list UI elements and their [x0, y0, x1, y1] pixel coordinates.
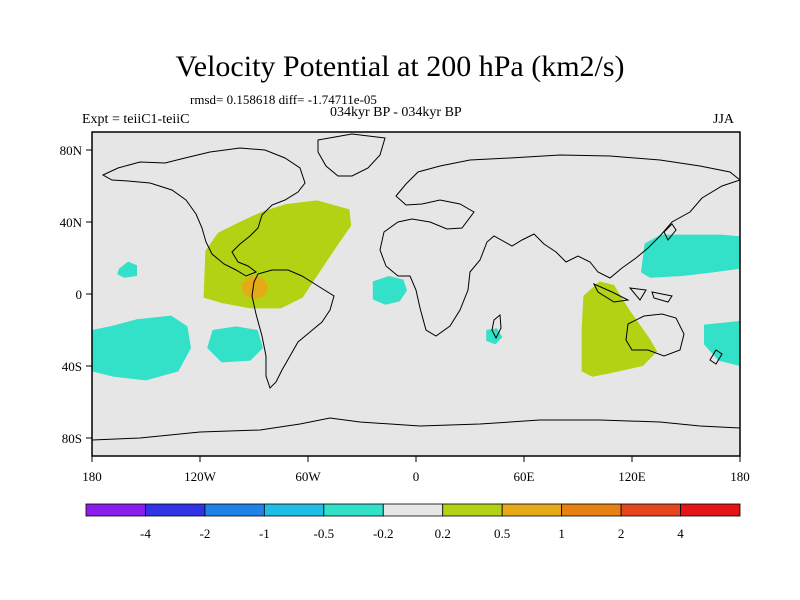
y-tick-label: 40S [62, 359, 82, 374]
chart-subtitle: 034kyr BP - 034kyr BP [330, 105, 462, 120]
y-tick-label: 0 [76, 287, 83, 302]
colorbar-label: -4 [140, 526, 151, 541]
colorbar-swatch [204, 503, 265, 517]
colorbar: -4 -2 -1 -0.5 -0.2 0.2 0.5 1 2 4 [85, 503, 741, 541]
colorbar-label: 0.2 [435, 526, 451, 541]
y-tick-label: 80N [60, 143, 83, 158]
x-tick-label: 180 [730, 469, 750, 484]
colorbar-swatch [263, 503, 325, 517]
season-label: JJA [713, 112, 735, 127]
colorbar-label: -2 [199, 526, 210, 541]
x-tick-label: 120E [618, 469, 646, 484]
colorbar-swatch [382, 503, 444, 517]
colorbar-swatch [620, 503, 681, 517]
colorbar-label: 0.5 [494, 526, 510, 541]
map-background [92, 132, 740, 456]
contour-regions [92, 200, 740, 381]
chart-title: Velocity Potential at 200 hPa (km2/s) [175, 50, 625, 83]
colorbar-label: 1 [558, 526, 565, 541]
colorbar-label: 2 [618, 526, 625, 541]
colorbar-swatch [501, 503, 563, 517]
colorbar-label: -0.5 [314, 526, 335, 541]
experiment-label: Expt = teiiC1-teiiC [82, 112, 190, 127]
x-axis: 180 120W 60W 0 60E 120E 180 [82, 456, 750, 484]
y-tick-label: 40N [60, 215, 83, 230]
colorbar-label: 4 [677, 526, 684, 541]
region-indian-ocean-positive [581, 281, 658, 377]
region-south-pacific-negative [207, 326, 263, 363]
stats-line: rmsd= 0.158618 diff= -1.74711e-05 [190, 92, 377, 107]
y-tick-label: 80S [62, 431, 82, 446]
region-east-pacific-negative [92, 315, 191, 381]
region-southwest-pacific-negative [704, 321, 740, 366]
x-tick-label: 60W [295, 469, 321, 484]
y-axis: 80N 40N 0 40S 80S [60, 143, 92, 446]
colorbar-swatch [561, 503, 622, 517]
region-central-america-positive [203, 200, 352, 309]
colorbar-swatch [145, 503, 206, 517]
region-north-pacific-small-negative [117, 261, 137, 278]
x-tick-label: 120W [184, 469, 217, 484]
x-tick-label: 60E [514, 469, 535, 484]
coastlines [92, 133, 740, 441]
region-atlantic-negative [372, 276, 407, 305]
colorbar-swatch [85, 503, 146, 517]
colorbar-swatch [680, 503, 741, 517]
colorbar-swatch [323, 503, 384, 517]
x-tick-label: 0 [413, 469, 420, 484]
colorbar-swatch [442, 503, 503, 517]
x-tick-label: 180 [82, 469, 102, 484]
region-central-america-core [241, 276, 269, 300]
region-west-pacific-negative [641, 234, 740, 278]
colorbar-label: -1 [259, 526, 270, 541]
colorbar-label: -0.2 [373, 526, 394, 541]
